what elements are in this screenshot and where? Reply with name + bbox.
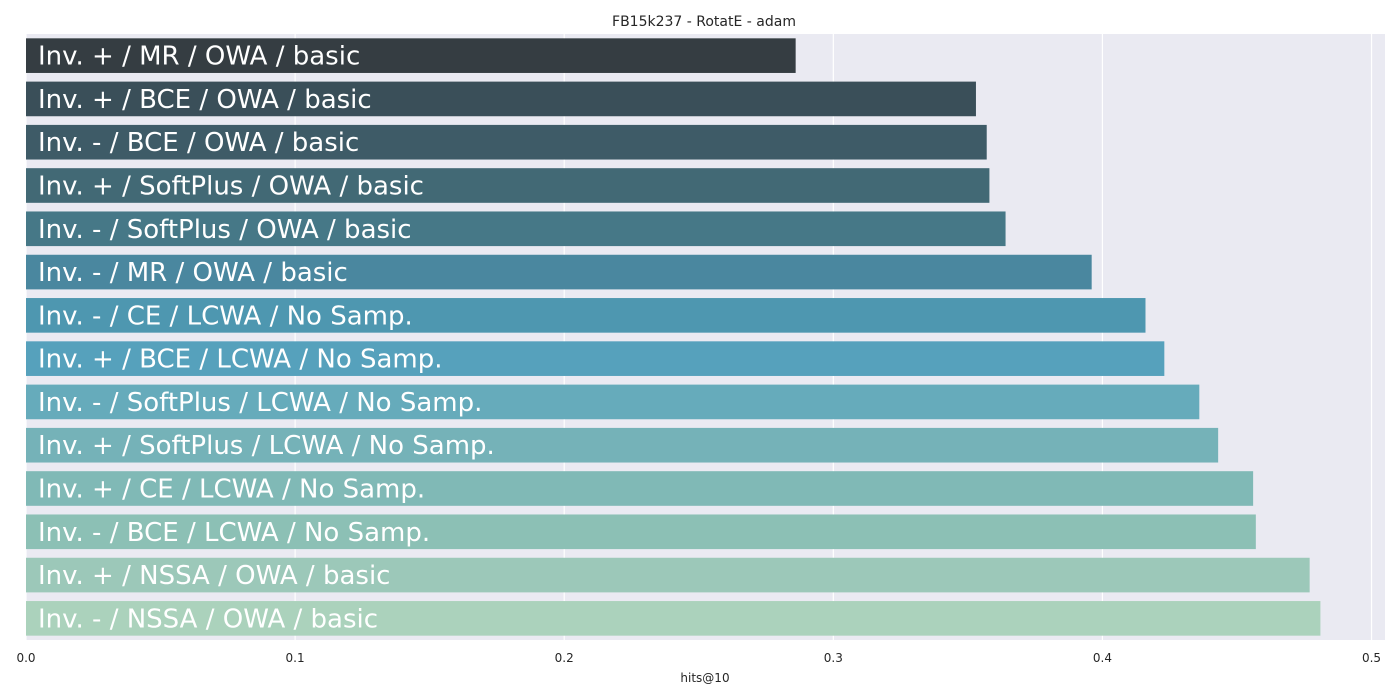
bar-label: Inv. + / SoftPlus / OWA / basic <box>38 172 424 202</box>
bar-label: Inv. + / CE / LCWA / No Samp. <box>38 475 425 505</box>
x-tick-label: 0.1 <box>286 651 305 665</box>
x-tick-label: 0.3 <box>824 651 843 665</box>
bar <box>26 427 1219 463</box>
x-tick-label: 0.0 <box>16 651 35 665</box>
bar-label: Inv. + / SoftPlus / LCWA / No Samp. <box>38 431 495 461</box>
bar <box>26 124 987 160</box>
bar <box>26 168 990 203</box>
bar <box>26 38 796 73</box>
chart-title: FB15k237 - RotatE - adam <box>612 14 796 30</box>
bar-label: Inv. - / SoftPlus / LCWA / No Samp. <box>38 388 482 418</box>
bar-label: Inv. - / CE / LCWA / No Samp. <box>38 301 413 331</box>
x-tick-label: 0.5 <box>1362 651 1381 665</box>
bar <box>26 557 1310 593</box>
bar-label: Inv. - / MR / OWA / basic <box>38 258 348 288</box>
bar <box>26 601 1321 636</box>
bar-label: Inv. + / MR / OWA / basic <box>38 42 360 72</box>
bar <box>26 211 1006 247</box>
bar <box>26 341 1165 376</box>
bar-label: Inv. - / SoftPlus / OWA / basic <box>38 215 412 245</box>
x-axis-ticks: 0.0 0.1 0.2 0.3 0.4 0.5 <box>16 651 1381 665</box>
x-tick-label: 0.2 <box>555 651 574 665</box>
bar-label: Inv. - / BCE / LCWA / No Samp. <box>38 518 430 548</box>
x-axis-label: hits@10 <box>680 671 729 685</box>
bar <box>26 298 1146 333</box>
bar <box>26 81 976 117</box>
bar-label: Inv. + / BCE / OWA / basic <box>38 85 372 115</box>
bar <box>26 471 1254 506</box>
bar-label: Inv. - / NSSA / OWA / basic <box>38 604 378 634</box>
bar <box>26 514 1256 550</box>
x-tick-label: 0.4 <box>1093 651 1112 665</box>
bar <box>26 384 1200 420</box>
bar-label: Inv. - / BCE / OWA / basic <box>38 128 359 158</box>
bar <box>26 254 1092 290</box>
bars: Inv. + / MR / OWA / basic Inv. + / BCE / … <box>26 38 1321 636</box>
bar-label: Inv. + / BCE / LCWA / No Samp. <box>38 345 443 375</box>
bar-label: Inv. + / NSSA / OWA / basic <box>38 561 390 591</box>
